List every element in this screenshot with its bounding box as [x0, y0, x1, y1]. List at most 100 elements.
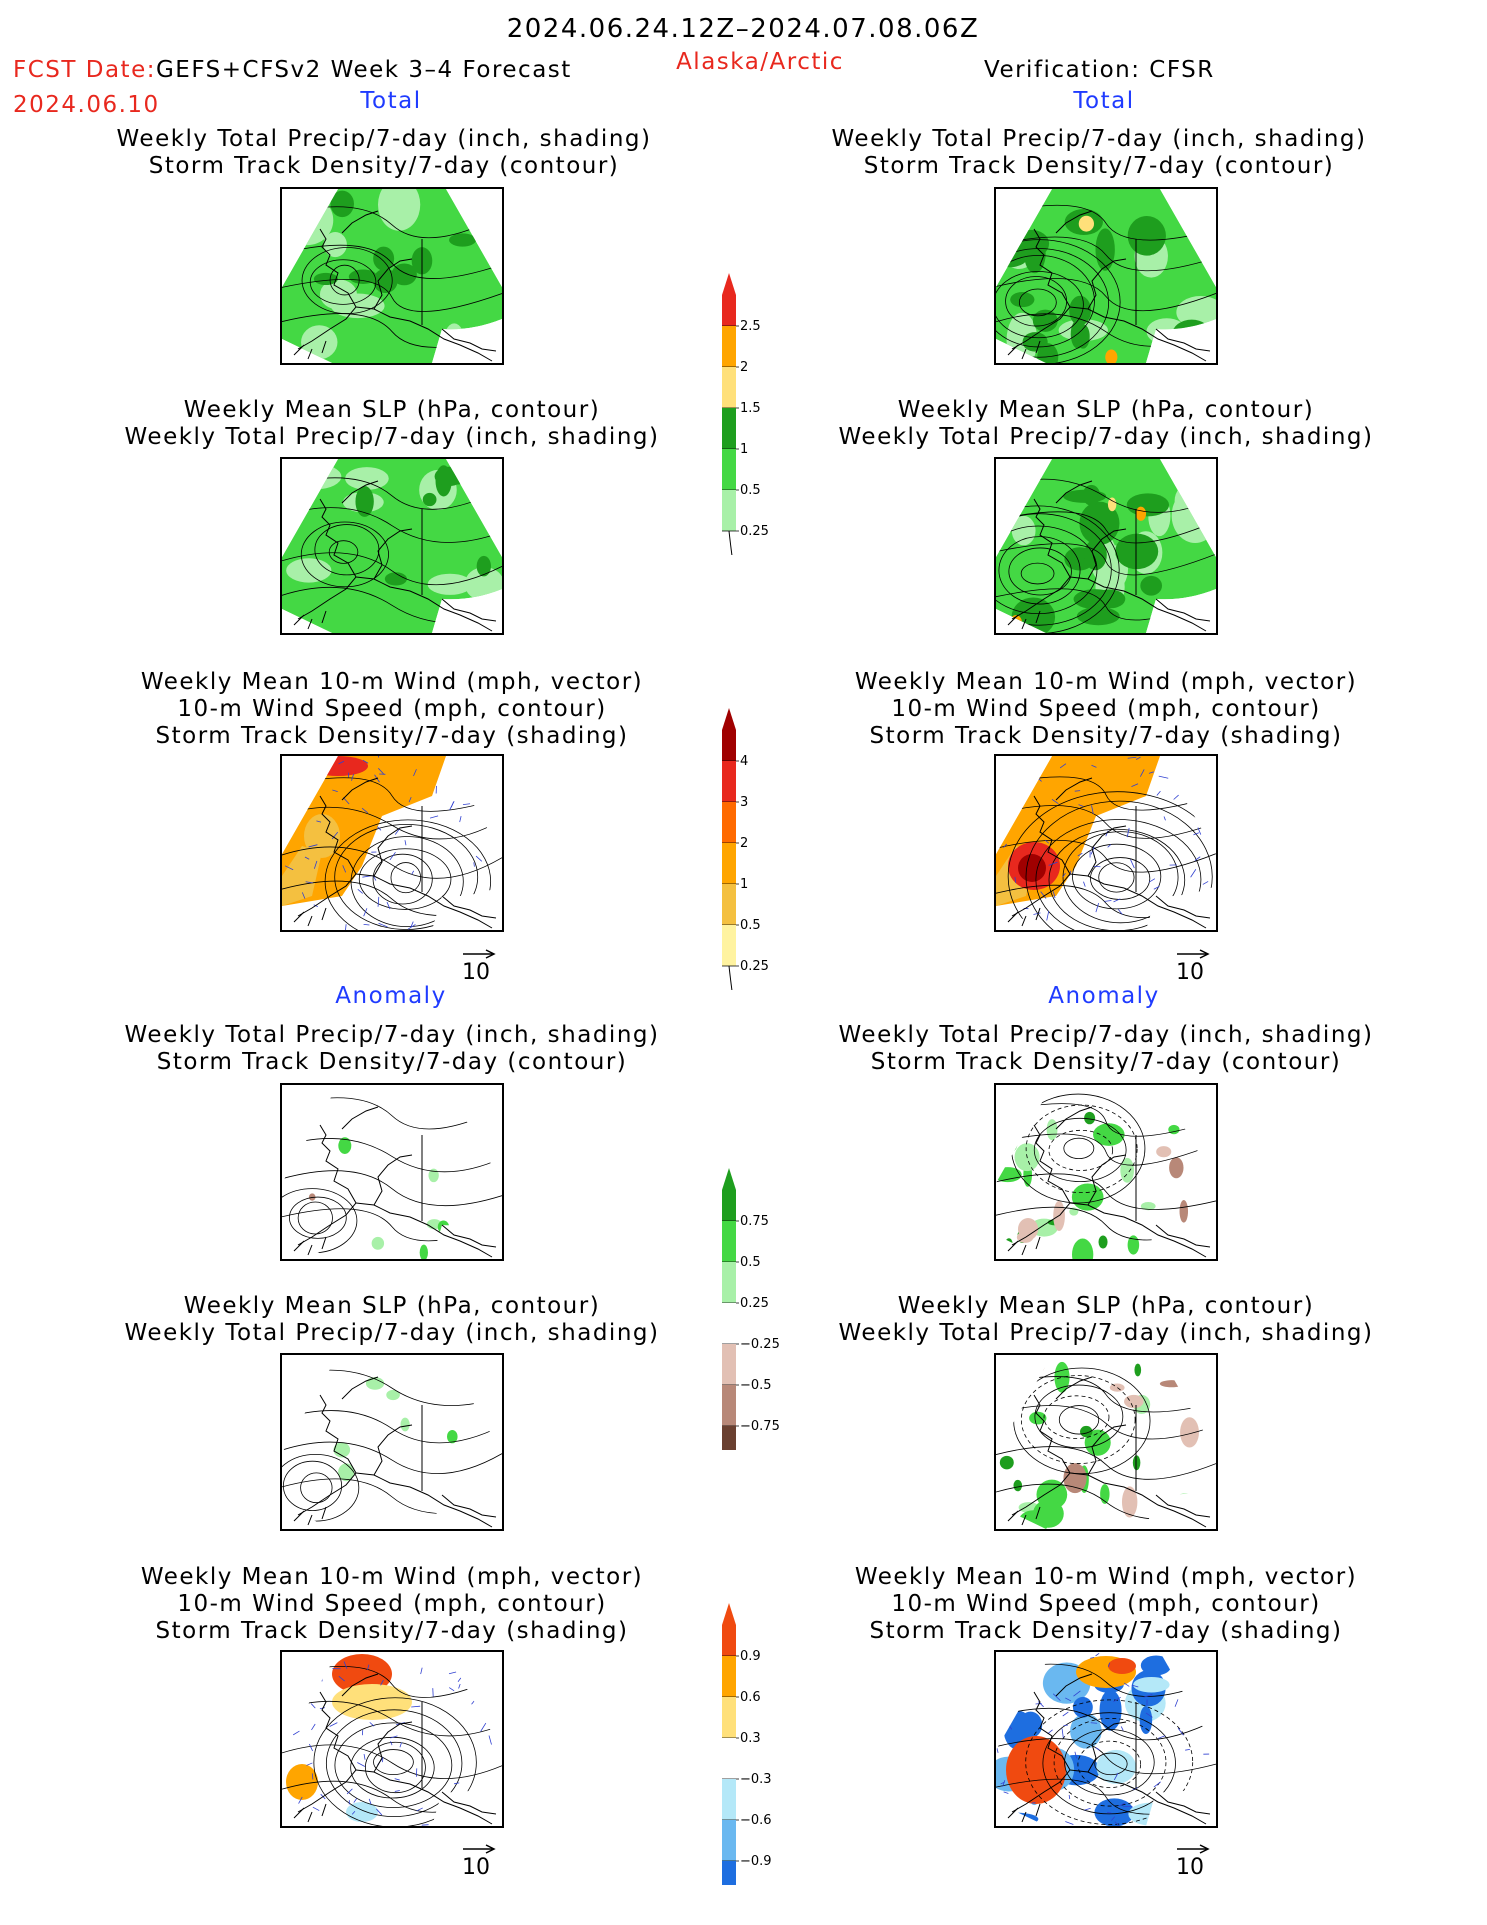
map-canvas: [996, 189, 1216, 363]
precip-peak: [1078, 193, 1202, 363]
map-precip-storm-total-obs: [994, 187, 1218, 365]
colorbar-segment: [722, 1820, 736, 1861]
coastline: [1007, 1376, 1211, 1528]
vector-arrow-icon: [463, 949, 496, 959]
coastline: [1007, 210, 1211, 362]
contour-lines: [282, 1665, 502, 1826]
colorbar-segment: [722, 925, 736, 966]
contour-lines: [996, 1367, 1216, 1520]
colorbar-tick-label: 1: [740, 442, 748, 457]
title-wind-storm-total-fcst: Weekly Mean 10-m Wind (mph, vector) 10-m…: [140, 669, 644, 749]
map-canvas: [282, 189, 502, 363]
colorbar-tick-label: 0.6: [740, 1690, 761, 1705]
colorbar-tick-label: 0.5: [740, 483, 761, 498]
section-anomaly-left: Anomaly: [335, 983, 447, 1009]
title-wind-storm-anom-fcst: Weekly Mean 10-m Wind (mph, vector) 10-m…: [140, 1564, 644, 1644]
title-slp-precip-total-fcst: Weekly Mean SLP (hPa, contour) Weekly To…: [124, 397, 660, 450]
colorbar-tick-label: 0.75: [740, 1214, 769, 1229]
coastline: [293, 1376, 497, 1528]
vector-key-label: 10: [1176, 1855, 1204, 1880]
colorbar-segment: [722, 326, 736, 367]
vector-key-total-fcst: 10: [462, 948, 496, 985]
title-precip-storm-total-fcst: Weekly Total Precip/7-day (inch, shading…: [116, 126, 652, 179]
colorbar-segment: [722, 490, 736, 531]
colorbar-tick-label: 1.5: [740, 401, 761, 416]
colorbar-precip-anom: 0.75 0.5 0.25 −0.25 −0.5 −0.75: [722, 1168, 780, 1450]
colorbar-tick-label: −0.6: [740, 1813, 772, 1828]
verification-label: Verification: CFSR: [984, 57, 1215, 83]
colorbar-tick-label: 3: [740, 795, 748, 810]
coastline: [1007, 1673, 1211, 1825]
coastline: [293, 480, 497, 632]
title-precip-storm-anom-fcst: Weekly Total Precip/7-day (inch, shading…: [124, 1022, 660, 1075]
colorbar-tick-label: 0.25: [740, 959, 769, 974]
title-wind-storm-anom-obs: Weekly Mean 10-m Wind (mph, vector) 10-m…: [854, 1564, 1358, 1644]
colorbar-segment: [722, 843, 736, 884]
colorbar-segment: [722, 1221, 736, 1262]
region-title: Alaska/Arctic: [676, 49, 844, 75]
colorbar-tick-label: −0.9: [740, 1854, 772, 1869]
map-slp-precip-total-fcst: [280, 457, 504, 635]
precip-anom-very-wet: [999, 1363, 1142, 1492]
colorbar-tick-label: 4: [740, 754, 748, 769]
map-precip-storm-anom-fcst: [280, 1083, 504, 1261]
colorbar-segment: [722, 1303, 736, 1344]
colorbar-segment: [722, 1861, 736, 1885]
colorbar-storm-anom: 0.9 0.6 0.3 −0.3 −0.6 −0.9: [722, 1603, 772, 1885]
colorbar-segment: [722, 408, 736, 449]
colorbar-tick-label: 0.9: [740, 1649, 761, 1664]
colorbar-tick-label: 0.3: [740, 1731, 761, 1746]
colorbar-tick-label: 0.25: [740, 1296, 769, 1311]
colorbar-tick-label: 0.25: [740, 524, 769, 539]
map-slp-precip-anom-fcst: [280, 1353, 504, 1531]
section-total-left: Total: [360, 88, 422, 114]
coastline: [293, 1673, 497, 1825]
map-wind-storm-anom-obs: [994, 1650, 1218, 1828]
vector-key-label: 10: [1176, 960, 1204, 985]
title-slp-precip-anom-obs: Weekly Mean SLP (hPa, contour) Weekly To…: [838, 1293, 1374, 1346]
map-canvas: [282, 459, 502, 633]
map-canvas: [996, 459, 1216, 633]
colorbar-tick-label: −0.5: [740, 1378, 772, 1393]
colorbar-segment: [722, 449, 736, 490]
contour-lines: [282, 777, 502, 930]
colorbar-segment: [722, 802, 736, 843]
colorbar-segment: [722, 1738, 736, 1779]
coastline: [1007, 777, 1211, 929]
colorbar-segment: [722, 1262, 736, 1303]
colorbar-tick-label: 1: [740, 877, 748, 892]
vector-key-label: 10: [462, 1855, 490, 1880]
section-total-right: Total: [1073, 88, 1135, 114]
map-domain: [996, 1355, 1216, 1529]
coastline: [293, 210, 497, 362]
precip-anom-dry: [310, 1383, 318, 1392]
vector-arrow-icon: [463, 1844, 496, 1854]
fcst-date-value: 2024.06.10: [13, 92, 160, 118]
map-slp-precip-total-obs: [994, 457, 1218, 635]
map-precip-storm-anom-obs: [994, 1083, 1218, 1261]
map-canvas: [996, 1085, 1216, 1259]
colorbar-tick-label: 2.5: [740, 319, 761, 334]
colorbar-segment: [722, 761, 736, 802]
map-domain: [996, 1652, 1216, 1826]
precip-anom-wet: [338, 1137, 450, 1259]
vector-key-total-obs: 10: [1176, 948, 1210, 985]
map-canvas: [282, 1355, 502, 1529]
map-domain: [282, 459, 502, 633]
map-canvas: [282, 1652, 502, 1826]
colorbar-tick-label: −0.75: [740, 1419, 780, 1434]
colorbar-tick-label: 2: [740, 836, 748, 851]
colorbar-segment: [722, 367, 736, 408]
map-domain: [282, 756, 502, 930]
colorbar-tick-label: 0.5: [740, 1255, 761, 1270]
title-slp-precip-anom-fcst: Weekly Mean SLP (hPa, contour) Weekly To…: [124, 1293, 660, 1346]
colorbar-segment: [722, 1190, 736, 1221]
coastline: [1007, 1106, 1211, 1258]
colorbar-tick-label: 2: [740, 360, 748, 375]
map-domain: [282, 189, 502, 363]
colorbar-storm-total: 4 3 2 1 0.5 0.25: [722, 708, 769, 990]
colorbar-segment: [722, 295, 736, 326]
colorbar-segment: [722, 1385, 736, 1426]
map-canvas: [996, 1652, 1216, 1826]
map-domain: [282, 1355, 502, 1529]
